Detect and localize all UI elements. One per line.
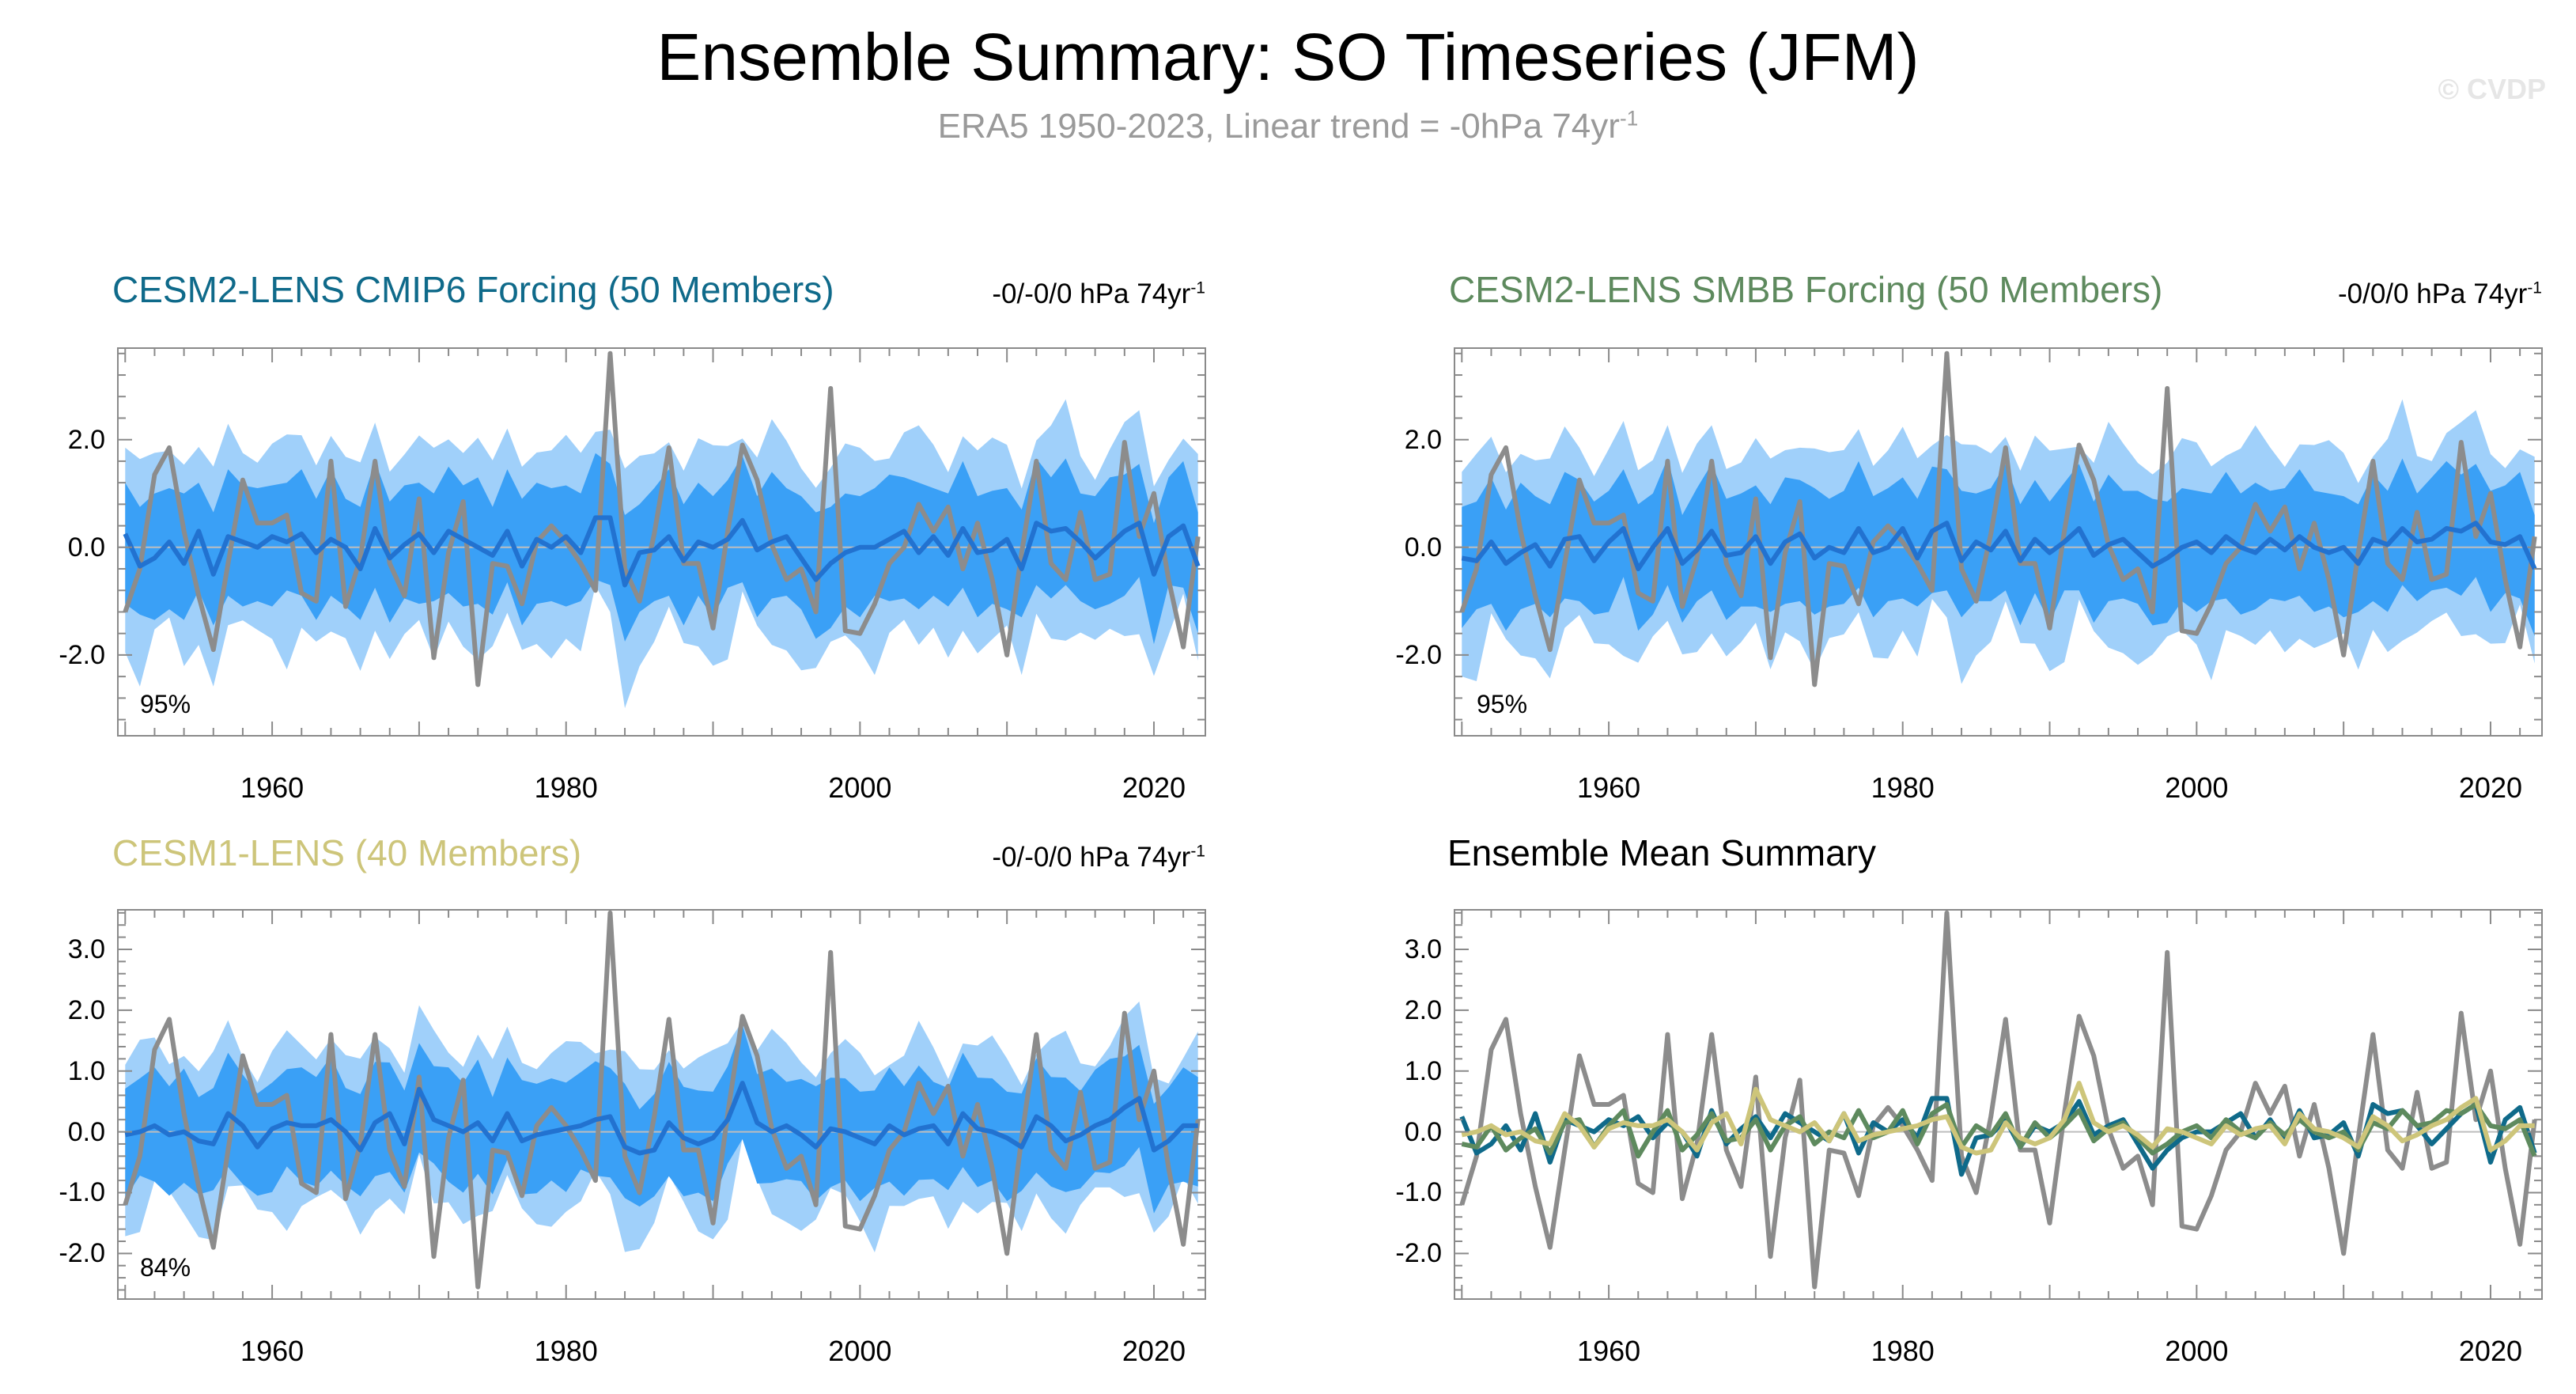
y-tick-label: -1.0 [59,1177,105,1208]
x-tick-label: 2000 [2165,771,2229,804]
y-tick-label: -2.0 [1395,639,1442,670]
x-tick-label: 2020 [1122,1335,1186,1367]
x-tick-label: 2000 [2165,1335,2229,1367]
trend-text-smbb: -0/0/0 hPa 74yr [2338,278,2528,309]
panel-trend-smbb: -0/0/0 hPa 74yr-1 [2338,277,2542,312]
plot-frame [117,347,1206,737]
obs-line [1459,910,2537,1290]
x-tick-label: 2000 [828,1335,892,1367]
percent-label: 95% [140,690,191,718]
plot-cesm1 [117,909,1206,1300]
trend-text-cesm1: -0/-0/0 hPa 74yr [992,842,1191,873]
y-tick-label: 2.0 [1404,994,1442,1025]
obs-line [123,350,1201,688]
ensemble-mean-line [1461,521,2537,572]
plot-frame [1454,909,2543,1300]
plot-cmip6 [117,347,1206,737]
panel-trend-cesm1: -0/-0/0 hPa 74yr-1 [992,840,1205,875]
obs-line [123,910,1201,1290]
cesm1-mean-line [1461,1081,2535,1156]
y-tick-label: 0.0 [67,532,105,563]
x-tick-label: 1960 [240,1335,305,1367]
panel-title-cesm1: CESM1-LENS (40 Members) [112,832,582,873]
x-tick-label: 2020 [1122,771,1186,804]
ensemble-mean-line [124,1081,1198,1156]
y-tick-label: 1.0 [1404,1055,1442,1086]
x-tick-label: 2020 [2458,1335,2522,1367]
x-tick-label: 1960 [1577,1335,1641,1367]
x-tick-label: 2000 [828,771,892,804]
panel-trend-cmip6: -0/-0/0 hPa 74yr-1 [992,277,1205,312]
percent-label: 84% [140,1253,191,1282]
obs-line [1459,350,2537,688]
page-subtitle: ERA5 1950-2023, Linear trend = -0hPa 74y… [0,104,2576,149]
y-tick-label: 0.0 [67,1116,105,1147]
percent-label: 95% [1477,690,1528,718]
panel-title-summary: Ensemble Mean Summary [1447,832,1876,873]
y-tick-label: 0.0 [1404,1116,1442,1147]
y-tick-label: -2.0 [59,1238,105,1269]
x-tick-label: 1980 [1871,1335,1935,1367]
x-tick-label: 1980 [534,771,598,804]
y-tick-label: 2.0 [67,424,105,455]
plot-smbb [1454,347,2543,737]
ensemble-mean-line [123,515,1201,588]
plot-frame [1454,347,2543,737]
band-interquartile [125,1025,1198,1214]
trend-sup-smbb: -1 [2527,278,2542,297]
panel-title-cmip6: CESM2-LENS CMIP6 Forcing (50 Members) [112,269,834,310]
x-tick-label: 1980 [534,1335,598,1367]
y-tick-label: 1.0 [67,1055,105,1086]
panel-title-smbb: CESM2-LENS SMBB Forcing (50 Members) [1449,269,2163,310]
y-tick-label: 3.0 [1404,934,1442,964]
subtitle-superscript: -1 [1619,106,1639,131]
x-tick-label: 1960 [1577,771,1641,804]
band-interquartile [125,453,1198,645]
trend-text-cmip6: -0/-0/0 hPa 74yr [992,278,1191,309]
x-tick-label: 2020 [2458,771,2522,804]
plot-frame [117,909,1206,1300]
page-title: Ensemble Summary: SO Timeseries (JFM) [656,20,1920,94]
y-tick-label: -1.0 [1395,1177,1442,1208]
y-tick-label: 0.0 [1404,532,1442,563]
x-tick-label: 1980 [1871,771,1935,804]
trend-sup-cmip6: -1 [1190,278,1205,297]
trend-sup-cesm1: -1 [1190,842,1205,861]
y-tick-label: 2.0 [1404,424,1442,455]
y-tick-label: 3.0 [67,934,105,964]
y-tick-label: -2.0 [1395,1238,1442,1269]
copyright-label: © CVDP [2438,73,2546,105]
plot-summary [1454,909,2543,1300]
y-tick-label: 2.0 [67,994,105,1025]
subtitle-text: ERA5 1950-2023, Linear trend = -0hPa 74y… [937,107,1620,146]
y-tick-label: -2.0 [59,639,105,670]
x-tick-label: 1960 [240,771,305,804]
